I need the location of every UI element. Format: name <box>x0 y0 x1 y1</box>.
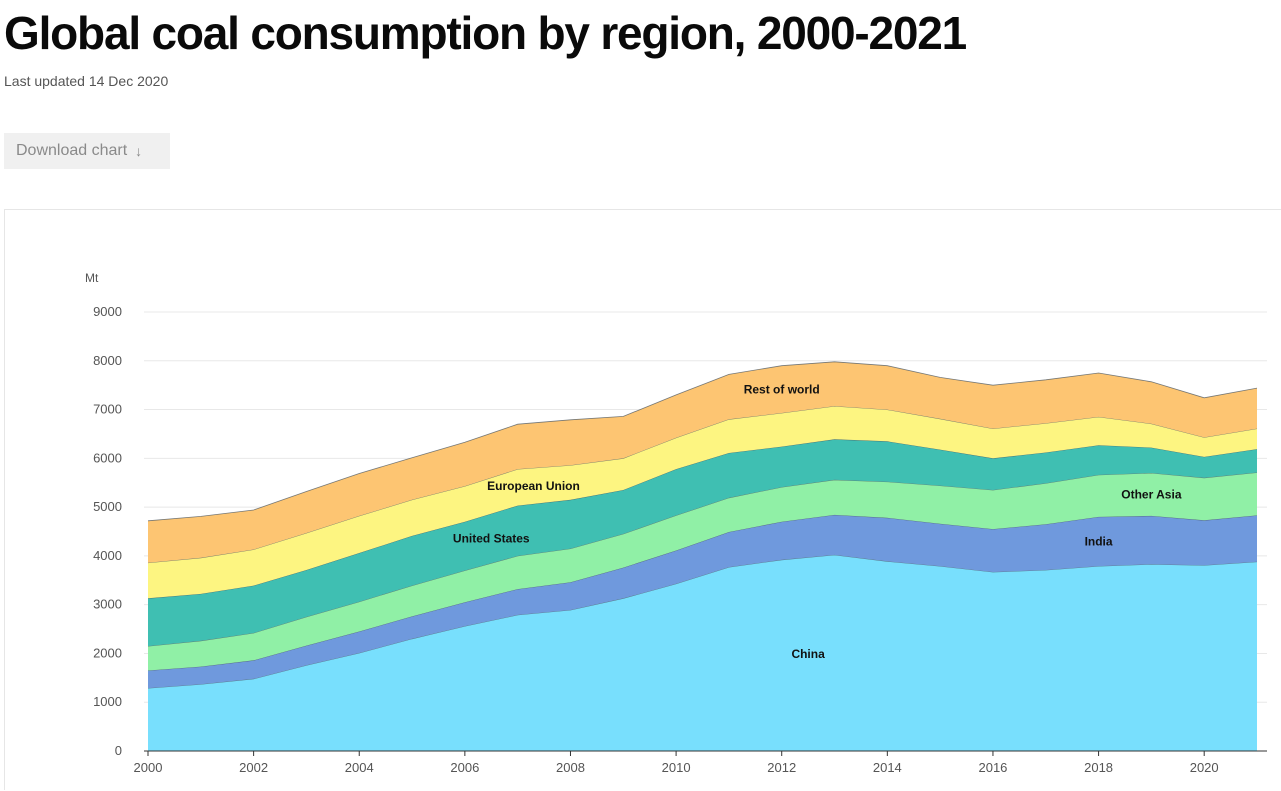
y-tick-label: 1000 <box>93 694 122 709</box>
x-tick-label: 2014 <box>873 760 902 775</box>
area-united-states <box>148 439 1257 647</box>
series-label-rest-of-world: Rest of world <box>744 382 820 396</box>
area-india <box>148 514 1257 689</box>
y-tick-label: 8000 <box>93 353 122 368</box>
x-tick-label: 2020 <box>1190 760 1219 775</box>
y-tick-label: 4000 <box>93 548 122 563</box>
x-tick-label: 2004 <box>345 760 374 775</box>
stacked-area-chart: 0 1000 2000 3000 4000 5000 6000 7000 8000 9000 20… <box>85 271 1267 775</box>
series-label-india: India <box>1085 534 1113 548</box>
last-updated: Last updated 14 Dec 2020 <box>4 73 169 89</box>
x-tick-label: 2008 <box>556 760 585 775</box>
x-tick-label: 2016 <box>978 760 1007 775</box>
download-chart-button[interactable]: Download chart ↓ <box>4 133 170 169</box>
download-chart-label: Download chart <box>16 142 128 159</box>
series-labels: China India Other Asia United States Europea… <box>453 382 1182 661</box>
y-tick-label: 6000 <box>93 450 122 465</box>
series-label-european-union: European Union <box>487 479 580 493</box>
page-title: Global coal consumption by region, 2000-… <box>4 7 967 59</box>
series-label-china: China <box>791 647 825 661</box>
y-axis-unit: Mt <box>85 271 99 285</box>
chart-panel: 0 1000 2000 3000 4000 5000 6000 7000 8000 9000 20… <box>4 209 1281 790</box>
y-tick-label: 0 <box>115 743 122 758</box>
x-tick-label: 2000 <box>134 760 163 775</box>
x-tick-label: 2012 <box>767 760 796 775</box>
area-china <box>148 554 1257 751</box>
area-rest-of-world <box>148 361 1257 563</box>
y-tick-label: 5000 <box>93 499 122 514</box>
x-tick-label: 2006 <box>450 760 479 775</box>
y-tick-label: 2000 <box>93 645 122 660</box>
series-areas <box>147 361 1258 751</box>
area-other-asia <box>148 472 1257 671</box>
x-axis: 2000 2002 2004 2006 2008 2010 2012 2014 2016 2018… <box>134 750 1267 775</box>
area-european-union <box>148 406 1257 599</box>
series-label-united-states: United States <box>453 531 530 545</box>
y-tick-label: 7000 <box>93 402 122 417</box>
x-tick-label: 2010 <box>662 760 691 775</box>
y-tick-label: 9000 <box>93 304 122 319</box>
area-edge-rest-of-world <box>147 361 1258 522</box>
x-tick-label: 2002 <box>239 760 268 775</box>
x-tick-label: 2018 <box>1084 760 1113 775</box>
y-axis: 0 1000 2000 3000 4000 5000 6000 7000 8000 9000 <box>93 304 122 758</box>
series-label-other-asia: Other Asia <box>1121 487 1182 501</box>
download-arrow-icon: ↓ <box>135 143 143 159</box>
y-tick-label: 3000 <box>93 597 122 612</box>
